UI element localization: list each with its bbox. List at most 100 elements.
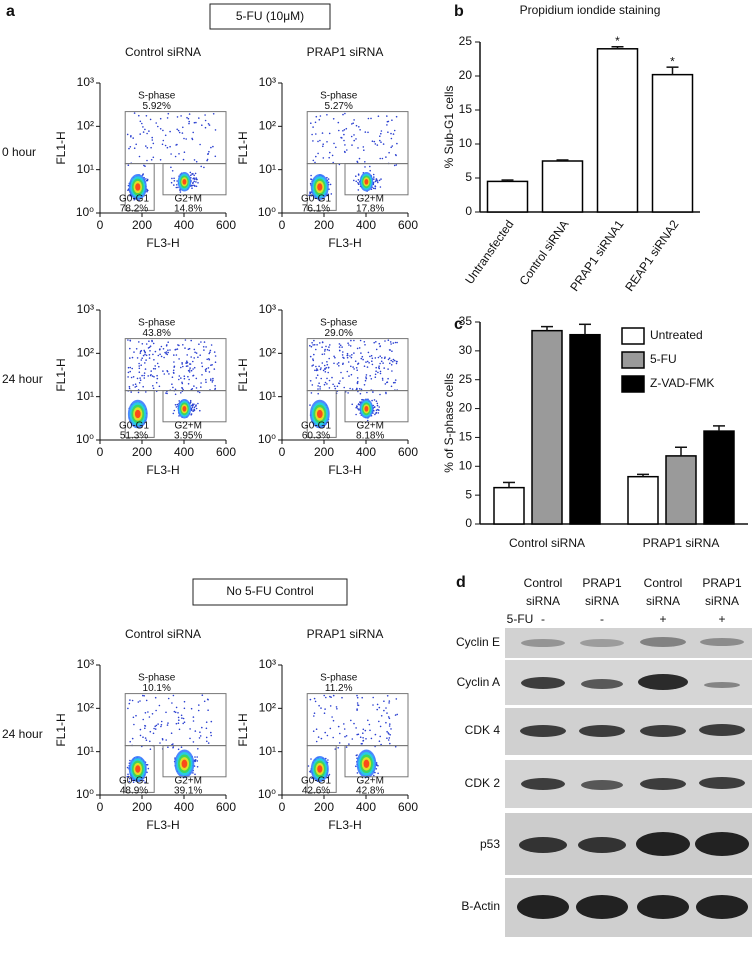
event-dot — [357, 182, 359, 184]
x-tick-label: 600 — [216, 800, 236, 814]
event-dot — [175, 144, 177, 146]
event-dot — [151, 136, 153, 139]
x-tick-label: 200 — [132, 800, 152, 814]
event-dot — [326, 734, 329, 737]
event-dot — [197, 356, 199, 359]
event-dot — [189, 367, 191, 369]
event-dot — [138, 114, 140, 117]
event-dot — [307, 765, 310, 767]
event-dot — [190, 388, 193, 391]
event-dot — [142, 736, 144, 738]
event-dot — [145, 115, 148, 117]
event-dot — [178, 378, 180, 381]
event-dot — [139, 734, 142, 737]
event-dot — [195, 181, 197, 183]
event-dot — [381, 379, 384, 381]
event-dot — [326, 776, 329, 779]
event-dot — [393, 359, 396, 362]
event-dot — [396, 360, 398, 363]
event-dot — [204, 119, 207, 122]
event-dot — [377, 371, 379, 374]
event-dot — [343, 133, 345, 136]
event-dot — [385, 707, 387, 709]
event-dot — [177, 716, 180, 719]
protein-label: CDK 2 — [465, 776, 501, 790]
y-tick-label: 10² — [77, 701, 94, 715]
gate-label: 48.9% — [120, 786, 148, 797]
event-dot — [138, 362, 140, 365]
event-dot — [389, 341, 392, 343]
event-dot — [321, 341, 324, 344]
treated-header: 5-FU (10μM) — [236, 9, 304, 23]
event-dot — [149, 118, 152, 121]
x-tick-label: Control siRNA — [509, 536, 585, 550]
band — [700, 638, 744, 646]
event-dot — [310, 178, 312, 180]
event-dot — [191, 406, 194, 409]
event-dot — [136, 357, 139, 359]
event-dot — [326, 194, 329, 197]
event-dot — [345, 735, 348, 737]
event-dot — [171, 376, 174, 379]
event-dot — [201, 362, 203, 364]
event-dot — [188, 371, 191, 373]
event-dot — [146, 159, 148, 162]
y-tick-label: 10⁰ — [76, 205, 94, 219]
event-dot — [193, 180, 195, 183]
event-dot — [311, 342, 313, 344]
event-dot — [392, 381, 395, 384]
event-dot — [323, 353, 326, 355]
band — [520, 725, 566, 737]
event-dot — [353, 119, 355, 121]
event-dot — [182, 717, 185, 720]
event-dot — [194, 756, 196, 758]
event-dot — [176, 403, 179, 406]
event-dot — [162, 348, 165, 350]
event-dot — [157, 723, 159, 725]
band — [699, 724, 745, 736]
event-dot — [195, 177, 197, 179]
event-dot — [182, 365, 184, 368]
event-dot — [336, 708, 338, 710]
event-dot — [142, 173, 144, 175]
event-dot — [385, 156, 387, 158]
event-dot — [138, 371, 141, 374]
event-dot — [172, 694, 175, 697]
event-dot — [326, 176, 328, 179]
event-dot — [199, 143, 201, 146]
event-dot — [212, 379, 214, 382]
event-dot — [187, 383, 190, 385]
event-dot — [375, 768, 378, 770]
gate-label: 5.92% — [143, 101, 171, 112]
event-dot — [144, 725, 147, 727]
event-dot — [208, 371, 211, 373]
column-label: Control siRNA — [125, 627, 201, 641]
event-dot — [135, 714, 137, 717]
event-dot — [206, 158, 209, 161]
y-tick-label: 15 — [459, 430, 473, 444]
event-dot — [365, 376, 367, 378]
event-dot — [178, 719, 180, 721]
event-dot — [312, 358, 314, 360]
gate-label: G2+M — [174, 421, 202, 432]
flow-plot: 0 200 400 600 10⁰ 10¹ 10² 10³ FL3-H FL1-H S-phase1… — [236, 657, 418, 832]
event-dot — [161, 143, 164, 146]
event-dot — [321, 346, 323, 349]
event-dot — [318, 199, 321, 202]
event-dot — [394, 341, 397, 344]
event-dot — [152, 353, 154, 356]
gate-label: S-phase — [320, 673, 358, 684]
event-dot — [388, 700, 391, 702]
event-dot — [188, 122, 190, 125]
gate-label: 10.1% — [143, 683, 171, 694]
event-dot — [320, 707, 322, 709]
event-dot — [175, 348, 177, 351]
event-dot — [194, 730, 197, 732]
gate — [162, 745, 227, 778]
event-dot — [193, 406, 196, 409]
gate-label: S-phase — [138, 318, 176, 329]
event-dot — [362, 728, 365, 731]
event-dot — [188, 363, 191, 365]
blot — [505, 628, 752, 937]
